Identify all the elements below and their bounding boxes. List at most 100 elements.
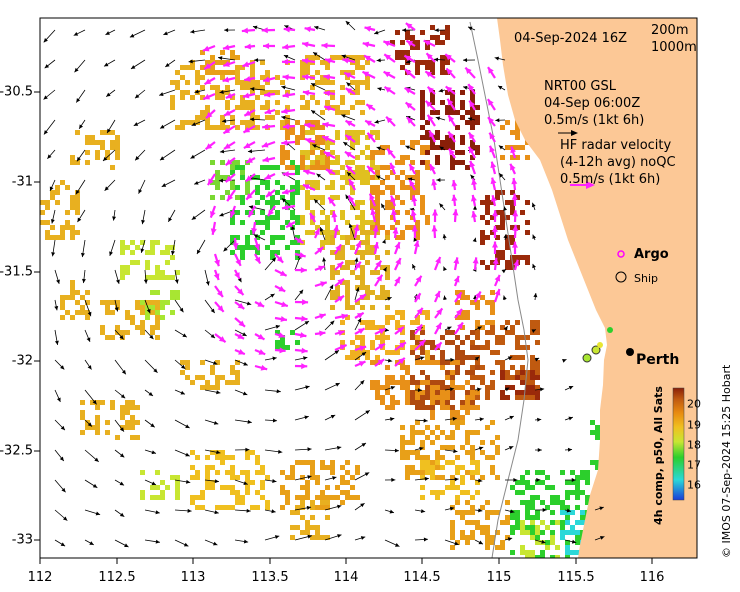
sst-pixel [460,400,465,405]
sst-pixel [375,385,380,390]
sst-pixel [425,405,430,410]
sst-pixel [190,475,195,480]
sst-pixel [400,330,405,335]
sst-pixel [145,265,150,270]
hf-arrow [404,101,416,111]
sst-pixel [410,375,415,380]
sst-pixel [380,400,385,405]
sst-pixel [415,170,420,175]
sst-pixel [335,290,340,295]
sst-pixel [290,535,295,540]
sst-pixel [360,210,365,215]
hf-arrow [302,89,316,96]
sst-pixel [370,245,375,250]
sst-pixel [495,360,500,365]
sst-pixel [340,110,345,115]
sst-pixel [400,200,405,205]
hf-arrow [261,140,276,148]
sst-pixel [380,325,385,330]
sst-pixel [365,220,370,225]
sst-pixel [345,160,350,165]
sst-pixel [445,360,450,365]
sst-pixel [375,150,380,155]
gsl-arrow [264,293,275,301]
gsl-arrow [534,539,546,544]
sst-pixel [430,345,435,350]
gsl-time: 04-Sep 06:00Z [544,96,641,111]
sst-pixel [120,240,125,245]
sst-pixel [45,220,50,225]
hf-arrow [294,252,306,259]
sst-pixel [275,200,280,205]
sst-pixel [280,80,285,85]
hf-arrow [254,333,266,341]
sst-pixel [255,505,260,510]
sst-pixel [410,400,415,405]
sst-pixel [510,375,515,380]
sst-pixel [160,250,165,255]
gsl-arrow [144,509,160,515]
sst-pixel [525,370,530,375]
sst-pixel [445,90,450,95]
sst-pixel [245,235,250,240]
sst-pixel [310,140,315,145]
sst-pixel [240,65,245,70]
sst-pixel [250,120,255,125]
sst-pixel [155,270,160,275]
sst-pixel [420,125,425,130]
sst-pixel [85,310,90,315]
sst-pixel [300,505,305,510]
sst-pixel [205,470,210,475]
hf-arrow [294,299,309,306]
sst-pixel [135,300,140,305]
sst-pixel [430,460,435,465]
sst-pixel [525,260,530,265]
sst-pixel [455,420,460,425]
sst-pixel [490,200,495,205]
sst-pixel [240,80,245,85]
sst-pixel [345,175,350,180]
sst-pixel [200,65,205,70]
sst-pixel [125,405,130,410]
hf-arrow [488,132,496,143]
gsl-arrow [47,149,56,159]
sst-pixel [215,380,220,385]
sst-pixel [445,135,450,140]
gsl-arrow [439,146,446,151]
hf-arrow [302,74,316,81]
sst-pixel [65,225,70,230]
sst-pixel [440,400,445,405]
sst-pixel [490,325,495,330]
sst-pixel [355,65,360,70]
sst-pixel [410,350,415,355]
hf-arrow [324,57,336,64]
sst-pixel [465,380,470,385]
sst-pixel [195,375,200,380]
gsl-arrow [313,198,326,211]
sst-pixel [360,275,365,280]
sst-pixel [320,110,325,115]
hf-arrow [404,68,416,79]
sst-pixel [95,155,100,160]
sst-pixel [480,345,485,350]
sst-pixel [70,315,75,320]
sst-pixel [390,215,395,220]
sst-pixel [220,50,225,55]
sst-pixel [515,320,520,325]
sst-pixel [360,55,365,60]
hf-arrow [234,253,242,267]
sst-pixel [210,485,215,490]
sst-pixel [65,295,70,300]
sst-pixel [350,160,355,165]
gsl-arrow [190,29,206,34]
sst-pixel [385,235,390,240]
sst-pixel [315,225,320,230]
sst-pixel [55,190,60,195]
sst-pixel [270,250,275,255]
sst-pixel [410,140,415,145]
sst-pixel [255,190,260,195]
sst-pixel [130,425,135,430]
sst-pixel [230,475,235,480]
sst-pixel [210,55,215,60]
sst-pixel [405,475,410,480]
